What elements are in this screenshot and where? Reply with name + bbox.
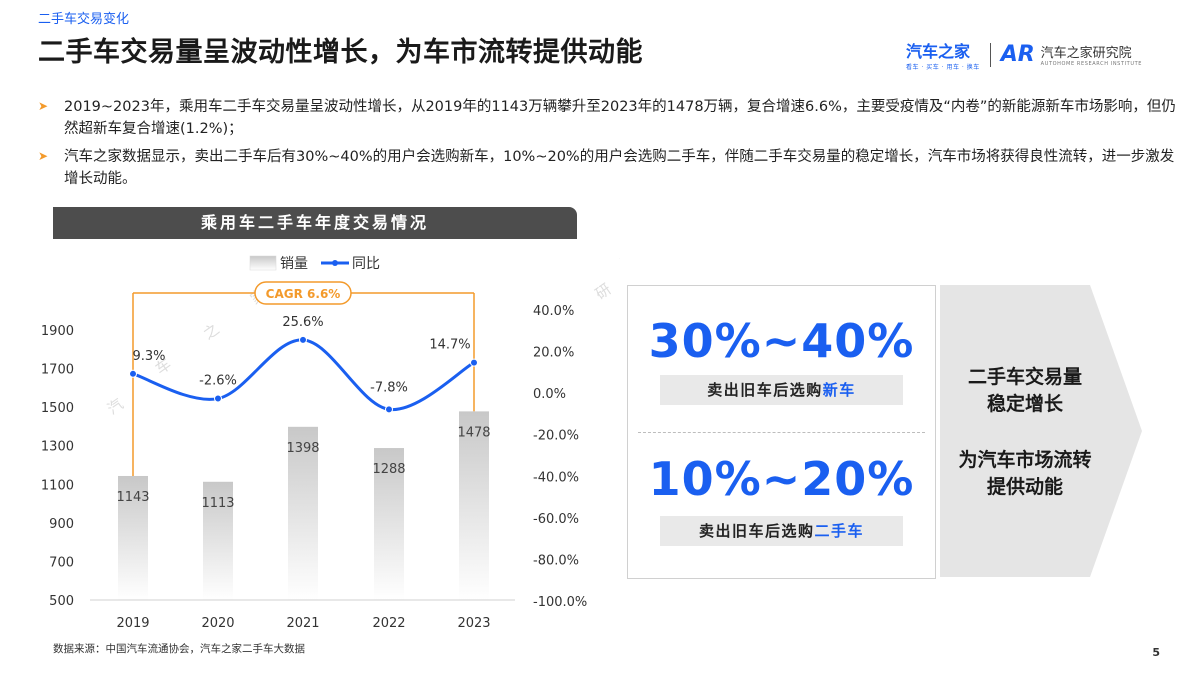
y-right-tick-label: -60.0% xyxy=(533,512,579,527)
stats-panel: 30%~40% 卖出旧车后选购新车 10%~20% 卖出旧车后选购二手车 xyxy=(627,285,936,579)
yoy-value-label: -7.8% xyxy=(370,380,408,395)
arrow-text-line: 二手车交易量 xyxy=(967,366,1082,388)
arrow-text-line: 稳定增长 xyxy=(986,393,1063,415)
bullet-arrow-icon: ➤ xyxy=(38,149,49,163)
logo-divider xyxy=(989,42,991,67)
institute-name-en: AUTOHOME RESEARCH INSTITUTE xyxy=(1040,61,1142,67)
bar-value-label: 1398 xyxy=(286,441,319,456)
yoy-value-label: 25.6% xyxy=(282,315,323,330)
stat-label-used-car: 卖出旧车后选购二手车 xyxy=(660,516,903,546)
x-tick-label: 2021 xyxy=(286,616,319,631)
y-axis-right: -100.0% -80.0% -60.0% -40.0% -20.0% 0.0% 20.0%… xyxy=(533,304,587,610)
cagr-badge xyxy=(254,281,352,305)
y-left-tick-label: 1300 xyxy=(41,440,74,455)
bar-value-label: 1143 xyxy=(116,490,149,505)
data-source: 数据来源：中国汽车流通协会，汽车之家二手车大数据 xyxy=(53,643,305,655)
watermark-glyph: 研 xyxy=(592,280,615,303)
legend-bar-swatch xyxy=(249,255,277,271)
yoy-point xyxy=(214,394,222,403)
cagr-label: CAGR 6.6% xyxy=(266,287,341,301)
stat-label-prefix: 卖出旧车后选购 xyxy=(707,381,823,399)
bar-2023 xyxy=(459,411,489,600)
bar-2022 xyxy=(374,448,404,600)
y-left-tick-label: 500 xyxy=(49,594,74,609)
brand-logo: 汽车之家 看车 · 买车 · 用车 · 换车 xyxy=(906,38,980,71)
yoy-value-label: -2.6% xyxy=(199,374,237,389)
y-right-tick-label: -100.0% xyxy=(533,595,587,610)
bar-value-label: 1288 xyxy=(372,462,405,477)
y-right-tick-label: 40.0% xyxy=(533,304,574,319)
y-left-tick-label: 1900 xyxy=(41,324,74,339)
stat-label-highlight: 新车 xyxy=(822,381,856,399)
bullet-item: ➤ 2019~2023年，乘用车二手车交易量呈波动性增长，从2019年的1143… xyxy=(38,96,1178,140)
yoy-value-label: 14.7% xyxy=(429,338,470,353)
yoy-point xyxy=(385,405,393,414)
y-axis-left: 500 700 900 1100 1300 1500 1700 1900 xyxy=(41,324,74,609)
stat-value-used-car: 10%~20% xyxy=(648,452,915,506)
stat-label-highlight: 二手车 xyxy=(814,522,865,540)
brand-tagline: 看车 · 买车 · 用车 · 换车 xyxy=(906,64,980,71)
bullet-text: 汽车之家数据显示，卖出二手车后有30%~40%的用户会选购新车，10%~20%的… xyxy=(64,149,1175,187)
stat-label-new-car: 卖出旧车后选购新车 xyxy=(660,375,903,405)
yoy-point xyxy=(470,358,478,367)
section-tag: 二手车交易变化 xyxy=(38,12,130,27)
bar-2021 xyxy=(288,426,318,600)
y-left-tick-label: 1100 xyxy=(41,478,74,493)
y-right-tick-label: -20.0% xyxy=(533,429,579,444)
stat-label-prefix: 卖出旧车后选购 xyxy=(698,522,815,540)
y-right-tick-label: 0.0% xyxy=(533,387,566,402)
panel-divider xyxy=(638,432,925,433)
yoy-line xyxy=(132,338,475,411)
bar-2020 xyxy=(203,481,233,600)
logo: 汽车之家 看车 · 买车 · 用车 · 换车 AR 汽车之家研究院 AUTOHO… xyxy=(906,38,1142,71)
institute-logo: 汽车之家研究院 AUTOHOME RESEARCH INSTITUTE xyxy=(1041,42,1142,67)
brand-name: 汽车之家 xyxy=(906,42,971,61)
watermark-glyph: 之 xyxy=(200,320,223,343)
cagr-annotation: CAGR 6.6% xyxy=(132,281,475,476)
y-left-tick-label: 700 xyxy=(49,555,74,570)
bullet-arrow-icon: ➤ xyxy=(38,99,49,113)
bullet-text: 2019~2023年，乘用车二手车交易量呈波动性增长，从2019年的1143万辆… xyxy=(64,99,1176,137)
page-title: 二手车交易量呈波动性增长，为车市流转提供动能 xyxy=(38,37,643,68)
legend-line-marker xyxy=(332,260,338,266)
stat-value-new-car: 30%~40% xyxy=(648,314,915,368)
bar-2019 xyxy=(118,475,148,600)
page-number: 5 xyxy=(1152,646,1160,659)
y-right-tick-label: 20.0% xyxy=(533,346,574,361)
x-tick-label: 2019 xyxy=(116,616,149,631)
legend-label-yoy: 同比 xyxy=(352,256,380,272)
legend-label-sales: 销量 xyxy=(280,256,308,272)
arrow-text-line: 为汽车市场流转 xyxy=(958,449,1092,471)
watermark-glyph: 究 xyxy=(617,248,620,271)
y-left-tick-label: 900 xyxy=(49,517,74,532)
chart-title: 乘用车二手车年度交易情况 xyxy=(53,207,577,239)
x-tick-label: 2020 xyxy=(201,616,234,631)
ar-logo-icon: AR xyxy=(1000,42,1035,67)
yoy-point xyxy=(299,335,307,344)
conclusion-arrow-shape xyxy=(940,285,1142,577)
arrow-text-line: 提供动能 xyxy=(986,476,1063,498)
y-left-tick-label: 1700 xyxy=(41,363,74,378)
yoy-value-label: 9.3% xyxy=(132,349,165,364)
chart-legend: 销量 同比 xyxy=(249,255,380,272)
bullet-item: ➤ 汽车之家数据显示，卖出二手车后有30%~40%的用户会选购新车，10%~20… xyxy=(38,146,1178,190)
bar-value-label: 1113 xyxy=(201,496,234,511)
x-tick-label: 2022 xyxy=(372,616,405,631)
yoy-point xyxy=(129,369,137,378)
bullet-list: ➤ 2019~2023年，乘用车二手车交易量呈波动性增长，从2019年的1143… xyxy=(38,96,1178,196)
y-left-tick-label: 1500 xyxy=(41,401,74,416)
x-tick-label: 2023 xyxy=(457,616,490,631)
institute-name: 汽车之家研究院 xyxy=(1040,46,1132,61)
x-axis: 2019 2020 2021 2022 2023 xyxy=(90,599,515,631)
y-right-tick-label: -80.0% xyxy=(533,553,579,568)
bar-value-label: 1478 xyxy=(457,425,490,440)
y-right-tick-label: -40.0% xyxy=(533,470,579,485)
watermark-glyph: 汽 xyxy=(104,395,127,418)
